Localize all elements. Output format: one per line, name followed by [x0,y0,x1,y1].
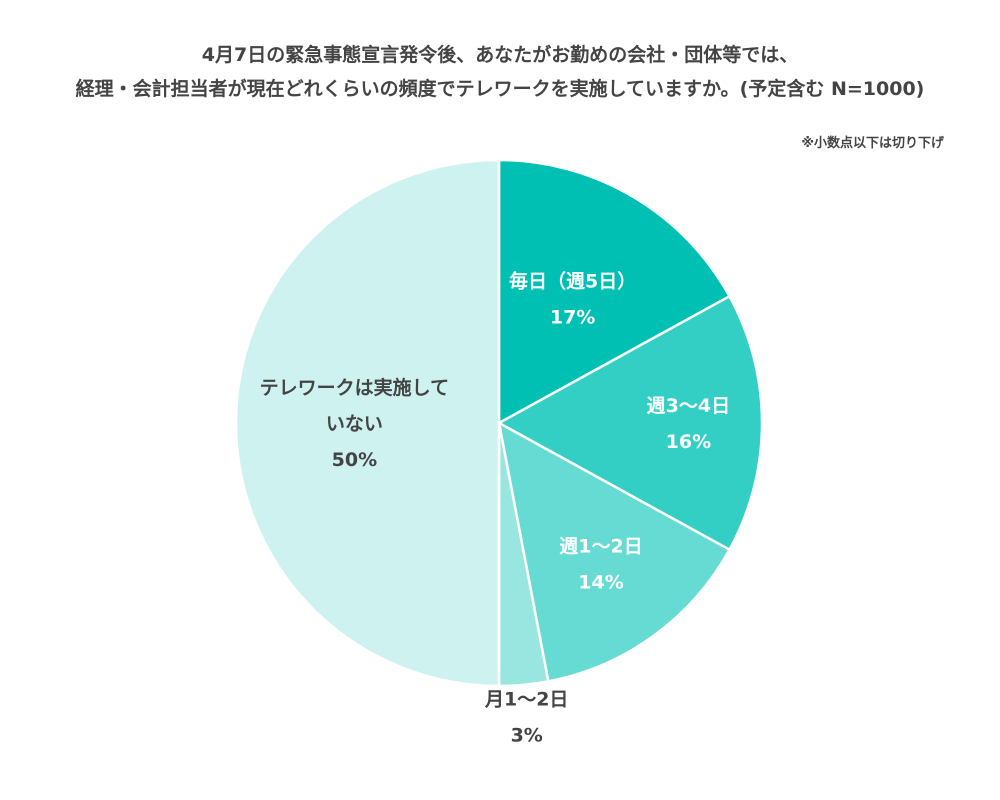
chart-note: ※小数点以下は切り下げ [801,136,944,151]
pie-labels: 毎日（週5日） 17% 週3〜4日 16% 週1〜2日 14% 月1〜2日 3% テレワークは実… [260,270,730,747]
pie-label-value: 3% [511,724,543,746]
chart-title-line1: 4月7日の緊急事態宣言発令後、あなたがお勤めの会社・団体等では、 [201,44,799,66]
pie-label-text: 毎日（週5日） [509,270,636,293]
pie-label-value: 16% [666,431,711,453]
pie-slice-4 [234,158,501,688]
pie-label-2: 週1〜2日 14% [559,535,642,593]
pie-label-text: 月1〜2日 [484,688,568,710]
pie-label-text: 週1〜2日 [559,535,642,557]
pie-label-value: 50% [332,449,377,471]
pie-label-text: いない [326,413,383,435]
pie-label-value: 14% [578,571,623,593]
pie-label-value: 17% [550,307,595,329]
pie-label-text: 週3〜4日 [647,395,730,417]
chart-title-line2: 経理・会計担当者が現在どれくらいの頻度でテレワークを実施していますか。(予定含む… [75,78,925,100]
pie-label-text: テレワークは実施して [260,376,449,399]
pie-label-4: テレワークは実施していない 50% [260,376,449,471]
chart-title: 4月7日の緊急事態宣言発令後、あなたがお勤めの会社・団体等では、 経理・会計担当… [0,38,1000,106]
pie-label-1: 週3〜4日 16% [647,395,730,453]
pie-slice-0 [497,158,731,425]
pie-slice-2 [497,421,731,683]
pie-label-3: 月1〜2日 3% [484,688,568,746]
pie-label-0: 毎日（週5日） 17% [509,270,636,329]
pie-slice-1 [497,295,764,551]
pie-slices [234,158,764,688]
